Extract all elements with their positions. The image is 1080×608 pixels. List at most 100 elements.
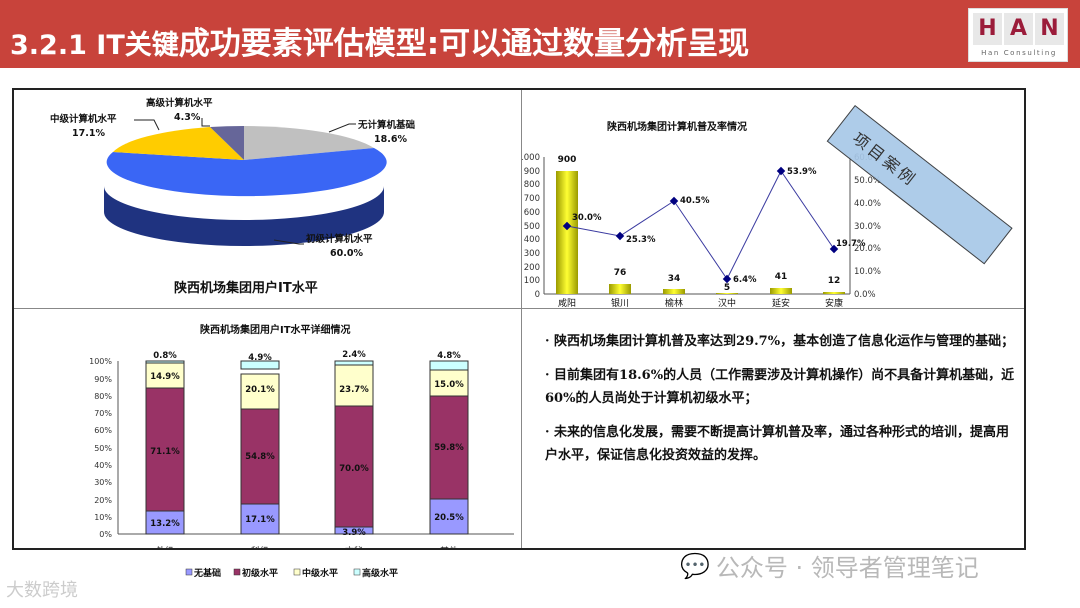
bar-label: 12 (828, 276, 841, 286)
bullet-item: · 目前集团有18.6%的人员（工作需要涉及计算机操作）尚不具备计算机基础，近6… (545, 368, 1015, 406)
x-label: 汉中 (718, 297, 736, 308)
svg-text:30.0%: 30.0% (854, 222, 881, 232)
pie-value-mid: 17.1% (72, 128, 105, 139)
seg-label: 23.7% (339, 385, 369, 395)
seg-label: 70.0% (339, 464, 369, 474)
line-label: 53.9% (787, 167, 817, 177)
bar-label: 76 (614, 268, 627, 278)
legend-none: 无基础 (193, 567, 221, 579)
logo-letter-n: N (1035, 13, 1064, 45)
vertical-divider (521, 90, 522, 548)
logo-letter-h: H (973, 13, 1002, 45)
svg-text:60%: 60% (94, 426, 112, 435)
pie-value-high: 4.3% (174, 112, 201, 123)
line-label: 25.3% (626, 235, 656, 245)
line-label: 6.4% (733, 275, 757, 285)
seg-label: 13.2% (150, 519, 180, 529)
svg-text:70%: 70% (94, 409, 112, 418)
svg-text:0: 0 (535, 290, 540, 300)
svg-text:20.0%: 20.0% (854, 244, 881, 254)
x-label: 安康 (825, 297, 843, 308)
combo-title: 陕西机场集团计算机普及率情况 (607, 120, 747, 133)
svg-text:10.0%: 10.0% (854, 267, 881, 277)
bar-label: 5 (724, 283, 730, 293)
svg-text:600: 600 (524, 208, 540, 218)
svg-text:10%: 10% (94, 513, 112, 522)
seg-label: 15.0% (434, 380, 464, 390)
header-bar: 3.2.1 IT关键成功要素评估模型:可以通过数量分析呈现 H A N Han … (0, 0, 1080, 68)
x-label: 咸阳 (558, 297, 576, 308)
seg-label: 3.9% (342, 528, 366, 538)
svg-text:800: 800 (524, 180, 540, 190)
legend-high: 高级水平 (362, 567, 398, 579)
svg-text:0%: 0% (99, 530, 112, 539)
legend-mid: 中级水平 (302, 567, 338, 579)
svg-text:500: 500 (524, 222, 540, 232)
svg-text:300: 300 (524, 249, 540, 259)
pie-label-high: 高级计算机水平 (146, 97, 213, 109)
svg-text:90%: 90% (94, 375, 112, 384)
svg-text:1000: 1000 (522, 153, 540, 163)
title-main: 成功要素评估模型:可以通过数量分析呈现 (178, 26, 750, 62)
svg-text:30%: 30% (94, 478, 112, 487)
page-title: 3.2.1 IT关键成功要素评估模型:可以通过数量分析呈现 (10, 18, 749, 63)
line-label: 40.5% (680, 196, 710, 206)
stacked-title: 陕西机场集团用户IT水平详细情况 (200, 323, 351, 336)
pie-label-none: 无计算机基础 (357, 119, 416, 131)
watermark-text: 公众号 · 领导者管理笔记 (715, 554, 979, 582)
svg-text:40%: 40% (94, 461, 112, 470)
svg-text:0.0%: 0.0% (854, 290, 876, 300)
logo-letter-a: A (1004, 13, 1033, 45)
bar-label: 34 (668, 274, 681, 284)
x-label: 处级 (156, 545, 174, 549)
seg-label: 20.5% (434, 513, 464, 523)
pie-value-none: 18.6% (374, 134, 407, 145)
x-label: 科级 (251, 545, 269, 549)
seg-label: 4.9% (248, 353, 272, 363)
bullet-item: · 未来的信息化发展，需要不断提高计算机普及率，通过各种形式的培训，提高用户水平… (545, 425, 1010, 463)
stacked-legend: 无基础 初级水平 中级水平 高级水平 (185, 567, 398, 579)
pie-value-basic: 60.0% (330, 248, 363, 259)
svg-text:50%: 50% (94, 444, 112, 453)
seg-label: 59.8% (434, 443, 464, 453)
line-label: 30.0% (572, 213, 602, 223)
svg-text:50.0%: 50.0% (854, 176, 881, 186)
svg-text:400: 400 (524, 235, 540, 245)
seg-label: 17.1% (245, 515, 275, 525)
seg-label: 0.8% (153, 351, 177, 361)
svg-text:100: 100 (524, 276, 540, 286)
x-label: 文秘 (345, 545, 363, 549)
svg-text:80%: 80% (94, 392, 112, 401)
watermark-left: 大数跨境 (6, 580, 78, 601)
pie-label-basic: 初级计算机水平 (306, 233, 373, 245)
svg-text:900: 900 (524, 167, 540, 177)
pie-chart: 无计算机基础 18.6% 中级计算机水平 17.1% 高级计算机水平 4.3% … (50, 97, 416, 296)
legend-basic: 初级水平 (242, 567, 278, 579)
seg-label: 14.9% (150, 372, 180, 382)
combo-chart: 陕西机场集团计算机普及率情况 0 100 200 300 400 500 600 700 800… (522, 120, 881, 308)
x-label: 银川 (611, 297, 629, 308)
seg-label: 4.8% (437, 351, 461, 361)
logo-subtitle: Han Consulting (981, 49, 1057, 57)
han-consulting-logo: H A N Han Consulting (968, 8, 1068, 62)
x-label: 其他 (440, 545, 458, 549)
pie-title: 陕西机场集团用户IT水平 (174, 280, 318, 296)
svg-text:20%: 20% (94, 496, 112, 505)
seg-label: 54.8% (245, 452, 275, 462)
svg-text:700: 700 (524, 194, 540, 204)
line-label: 19.7% (836, 239, 866, 249)
seg-label: 20.1% (245, 385, 275, 395)
pie-label-mid: 中级计算机水平 (50, 113, 117, 125)
svg-text:200: 200 (524, 263, 540, 273)
seg-label: 2.4% (342, 350, 366, 360)
svg-text:100%: 100% (89, 357, 112, 366)
bullet-item: · 陕西机场集团计算机普及率达到29.7%，基本创造了信息化运作与管理的基础； (545, 334, 1015, 349)
summary-bullets: · 陕西机场集团计算机普及率达到29.7%，基本创造了信息化运作与管理的基础； … (545, 330, 1015, 478)
x-label: 榆林 (665, 297, 683, 308)
stacked-bar-chart: 陕西机场集团用户IT水平详细情况 0% 10% 20% 30% 40% 50% 60% 70%… (89, 323, 514, 549)
bar-label: 41 (775, 272, 788, 282)
seg-label: 71.1% (150, 447, 180, 457)
title-prefix: 3.2.1 IT关键 (10, 30, 179, 61)
bar-label: 900 (558, 155, 577, 165)
horizontal-divider (14, 308, 1024, 309)
